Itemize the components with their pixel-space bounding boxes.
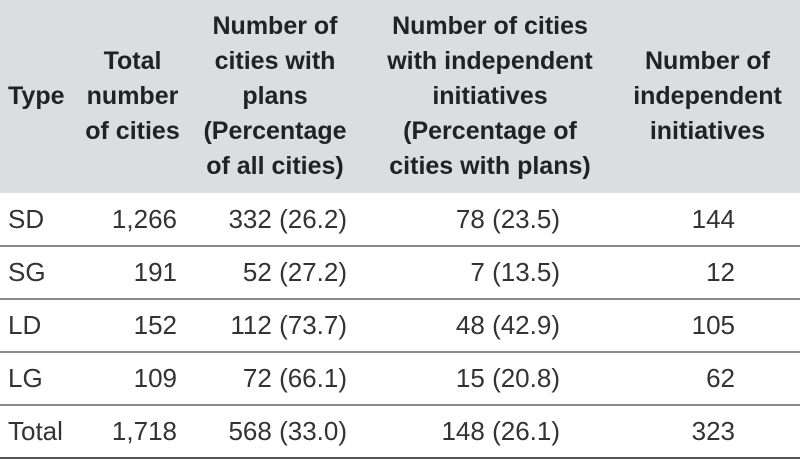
cell-cities-with-plans: 332 (26.2) <box>228 203 347 234</box>
header-total-cities: Total number of cities <box>85 47 180 145</box>
cell-independent-initiatives: 144 <box>691 203 735 234</box>
cell-cities-with-plans: 568 (33.0) <box>228 416 347 446</box>
table-row: Total 1,718 568 (33.0) 148 (26.1) 323 <box>0 405 800 458</box>
cell-total-cities: 191 <box>133 257 177 287</box>
cell-independent-initiatives: 105 <box>691 310 735 340</box>
header-cities-with-initiatives: Number of cities with independent initia… <box>387 12 593 180</box>
header-cities-with-plans: Number of cities with plans (Percentage … <box>203 12 347 180</box>
cell-type: Total <box>8 416 63 446</box>
table-row: SD 1,266 332 (26.2) 78 (23.5) 144 <box>0 193 800 246</box>
cell-total-cities: 1,718 <box>111 416 177 446</box>
table-row: SG 191 52 (27.2) 7 (13.5) 12 <box>0 246 800 299</box>
cell-total-cities: 109 <box>133 363 177 393</box>
cell-independent-initiatives: 12 <box>706 257 735 287</box>
cell-cities-with-initiatives: 48 (42.9) <box>455 310 560 340</box>
cell-type: LD <box>8 310 42 340</box>
cell-total-cities: 152 <box>133 310 177 340</box>
cell-cities-with-initiatives: 78 (23.5) <box>455 203 560 234</box>
table-row: LG 109 72 (66.1) 15 (20.8) 62 <box>0 352 800 405</box>
header-independent-initiatives: Number of independent initiatives <box>633 47 782 145</box>
cell-cities-with-initiatives: 7 (13.5) <box>470 257 560 287</box>
cell-cities-with-plans: 52 (27.2) <box>242 257 347 287</box>
table-row: LD 152 112 (73.7) 48 (42.9) 105 <box>0 299 800 352</box>
table-header: Type Total number of cities Number of ci… <box>0 0 800 193</box>
cell-cities-with-plans: 72 (66.1) <box>242 363 347 393</box>
cell-cities-with-initiatives: 148 (26.1) <box>441 416 560 446</box>
cell-type: SG <box>8 257 46 287</box>
header-row: Type Total number of cities Number of ci… <box>0 0 800 193</box>
cell-cities-with-initiatives: 15 (20.8) <box>455 363 560 393</box>
cell-type: SD <box>8 203 45 234</box>
header-type: Type <box>8 82 65 110</box>
cell-cities-with-plans: 112 (73.7) <box>230 310 347 340</box>
table-body: SD 1,266 332 (26.2) 78 (23.5) 144 SG 191 52 (27… <box>0 193 800 458</box>
cell-total-cities: 1,266 <box>111 203 177 234</box>
cell-type: LG <box>8 363 43 393</box>
cell-independent-initiatives: 323 <box>691 416 735 446</box>
cell-independent-initiatives: 62 <box>706 363 735 393</box>
